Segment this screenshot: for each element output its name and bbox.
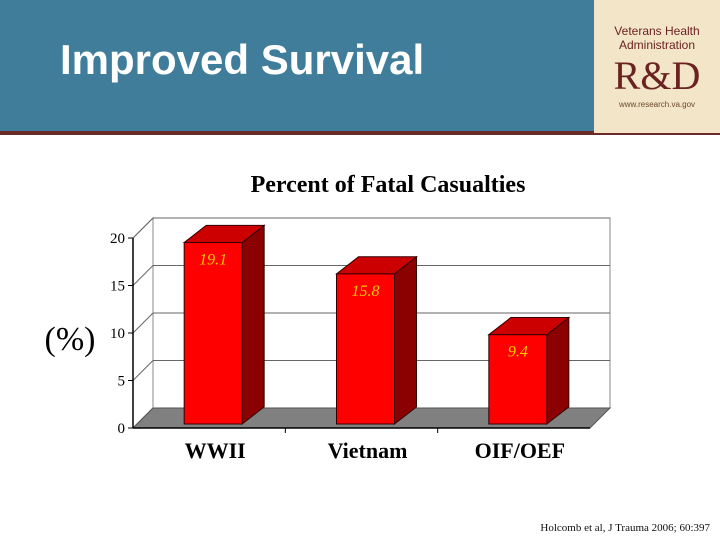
grid-diagonal xyxy=(132,360,154,381)
y-tick-label: 0 xyxy=(118,421,126,437)
logo-line-1: Veterans Health xyxy=(614,24,700,38)
bar-side xyxy=(394,255,417,426)
x-tick-label: Vietnam xyxy=(328,438,408,463)
y-axis-label: (%) xyxy=(45,321,96,358)
bar xyxy=(488,334,548,425)
bar-side xyxy=(546,316,570,426)
logo-line-2: Administration xyxy=(618,38,696,52)
bar-value-label: 19.1 xyxy=(199,252,227,269)
y-tick-label: 15 xyxy=(110,279,125,295)
slide-title: Improved Survival xyxy=(60,36,425,83)
bar-value-label: 15.8 xyxy=(352,283,380,300)
logo-mark: R&D xyxy=(613,53,701,98)
bar xyxy=(183,242,243,425)
x-tick-label: OIF/OEF xyxy=(475,438,565,463)
plot-area: 0 5 10 15 20 19.1 WWII 15.8 Vietnam 9.4 OIF/OEF xyxy=(110,216,612,463)
chart-title: Percent of Fatal Casualties xyxy=(251,172,526,198)
grid-diagonal xyxy=(132,217,154,239)
x-tick-label: WWII xyxy=(185,438,246,463)
grid-diagonal xyxy=(132,265,154,286)
bar-value-label: 9.4 xyxy=(508,344,528,361)
header-divider xyxy=(0,131,720,135)
y-tick-label: 20 xyxy=(110,231,125,247)
bar xyxy=(336,273,395,425)
logo-url: www.research.va.gov xyxy=(618,100,696,109)
y-tick-label: 5 xyxy=(118,374,126,390)
grid-diagonal xyxy=(132,312,154,334)
citation: Holcomb et al, J Trauma 2006; 60:397 xyxy=(540,522,710,534)
y-tick-label: 10 xyxy=(110,326,125,342)
va-research-logo: Veterans Health Administration R&D www.r… xyxy=(594,0,720,133)
bar-side xyxy=(241,224,265,426)
